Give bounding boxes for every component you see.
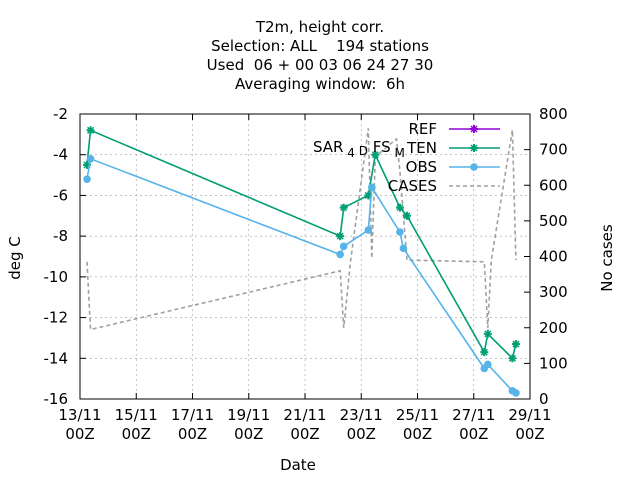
y-tick-label: -8	[53, 227, 68, 245]
obs-point	[512, 389, 520, 397]
ten-point	[395, 203, 404, 212]
x-tick-label: 27/11 00Z	[452, 406, 495, 443]
y2-tick-label: 200	[539, 319, 568, 337]
legend-obs-point	[470, 163, 478, 171]
obs-series-line	[86, 157, 517, 394]
ten-point	[86, 126, 95, 135]
obs-point	[339, 242, 348, 251]
y-axis-label: deg C	[6, 236, 24, 280]
ten-point	[371, 150, 380, 159]
y2-tick-label: 100	[539, 354, 568, 372]
x-tick-label: 21/11 00Z	[283, 406, 326, 443]
y-tick-label: -14	[44, 349, 69, 367]
y2-tick-label: 400	[539, 248, 568, 266]
ten-point	[508, 354, 517, 363]
x-tick-label: 25/11 00Z	[396, 406, 439, 443]
cases-series-line	[86, 128, 517, 331]
ten-point	[483, 329, 492, 338]
chart-title-line-3: Used 06 + 00 03 06 24 27 30	[206, 56, 434, 74]
ten-series-line	[86, 129, 517, 360]
x-axis-label: Date	[280, 456, 316, 474]
x-tick-label: 29/11 00Z	[508, 406, 551, 443]
chart-title-line-2: Selection: ALL 194 stations	[211, 37, 429, 55]
y-tick-label: -6	[53, 186, 68, 204]
ten-point	[480, 348, 489, 357]
annotation: SAR 4 D FS M	[313, 138, 405, 160]
y2-tick-label: 300	[539, 283, 568, 301]
obs-point	[396, 228, 404, 236]
legend-ten-point	[470, 144, 478, 152]
obs-point	[367, 183, 376, 192]
grid-lines	[80, 114, 530, 399]
legend-label-ref: REF	[408, 120, 437, 138]
y2-tick-label: 700	[539, 141, 568, 159]
y-tick-label: -2	[53, 105, 68, 123]
obs-point	[336, 250, 344, 259]
x-tick-label: 17/11 00Z	[171, 406, 214, 443]
y2-tick-label: 600	[539, 176, 568, 194]
axis-ticks: 13/11 00Z 15/11 00Z 17/11 00Z 19/11 00Z 21/11 00Z…	[44, 105, 568, 443]
legend-label-ten: TEN	[406, 139, 437, 157]
ten-point	[336, 232, 345, 241]
plot-frame	[79, 113, 531, 400]
x-tick-label: 23/11 00Z	[340, 406, 383, 443]
obs-point	[484, 360, 492, 369]
series-layer	[83, 126, 520, 397]
y2-tick-label: 500	[539, 212, 568, 230]
y-tick-label: -4	[53, 146, 68, 164]
y2-tick-label: 800	[539, 105, 568, 123]
x-tick-label: 13/11 00Z	[58, 406, 101, 443]
ten-point	[339, 203, 348, 212]
obs-point	[86, 154, 95, 163]
y-tick-label: -10	[44, 268, 69, 286]
y-tick-label: -16	[44, 390, 69, 408]
obs-point	[399, 244, 408, 253]
chart-title-line-4: Averaging window: 6h	[234, 75, 406, 93]
y2-axis-label: No cases	[598, 224, 616, 292]
ten-point	[511, 340, 520, 349]
legend-label-obs: OBS	[406, 158, 437, 176]
legend-label-cases: CASES	[388, 177, 437, 195]
obs-point	[364, 226, 373, 234]
obs-point	[83, 175, 91, 183]
y2-tick-label: 0	[539, 390, 549, 408]
annotation-label: SAR 4 D FS M	[313, 138, 405, 160]
legend-ref-point	[470, 125, 478, 133]
y-tick-label: -12	[44, 309, 69, 327]
x-tick-label: 15/11 00Z	[115, 406, 158, 443]
ten-point	[402, 211, 411, 220]
x-tick-label: 19/11 00Z	[227, 406, 270, 443]
chart-title-line-1: T2m, height corr.	[255, 18, 385, 36]
